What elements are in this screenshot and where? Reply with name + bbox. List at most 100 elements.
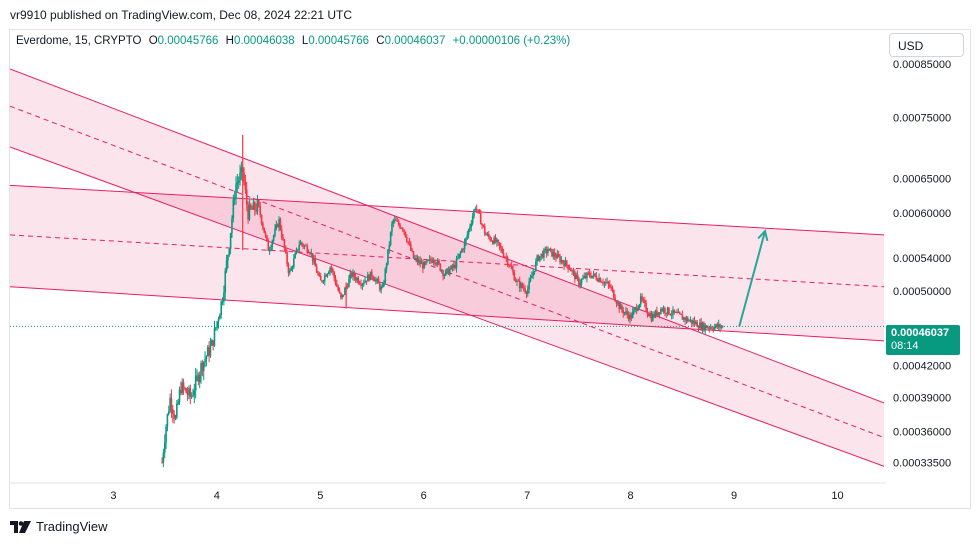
candle-body	[641, 296, 643, 300]
candle-body	[178, 389, 181, 402]
candle-body	[310, 253, 313, 254]
candle-body	[243, 173, 245, 182]
candle-body	[244, 181, 247, 190]
candle-body	[673, 309, 676, 313]
candle-body	[599, 277, 602, 283]
candle-body	[450, 265, 452, 270]
candle-body	[353, 272, 356, 278]
currency-button[interactable]: USD	[889, 33, 964, 57]
candle-body	[459, 252, 462, 254]
candle-body	[165, 426, 167, 443]
candle-body	[204, 359, 206, 362]
candle-body	[408, 242, 411, 244]
candle-body	[627, 314, 630, 320]
candle-body	[414, 258, 416, 259]
candle-body	[305, 245, 307, 247]
candle-body	[381, 285, 384, 288]
x-tick-label: 8	[628, 490, 634, 502]
candle-body	[522, 287, 525, 289]
candle-body	[393, 219, 396, 221]
candle-body	[166, 414, 169, 427]
candle-body	[587, 272, 590, 274]
candle-body	[617, 302, 619, 304]
candle-body	[494, 237, 497, 243]
candle-body	[564, 260, 567, 267]
candle-body	[348, 278, 350, 288]
candle-body	[529, 278, 532, 282]
candle-body	[453, 264, 455, 268]
candle-body	[297, 249, 299, 250]
candle-body	[360, 284, 362, 286]
candle-body	[591, 275, 594, 278]
candle-body	[295, 249, 298, 254]
publisher-line: vr9910 published on TradingView.com, Dec…	[10, 8, 352, 22]
candle-body	[372, 276, 374, 279]
candle-body	[247, 204, 249, 220]
candle-body	[366, 274, 369, 282]
x-tick-label: 9	[731, 490, 737, 502]
candle-body	[545, 249, 548, 254]
footer: TradingView	[10, 519, 108, 534]
ohlc-legend: Everdome, 15, CRYPTO O0.00045766 H0.0004…	[16, 35, 570, 47]
candle-body	[294, 253, 296, 259]
candle-body	[630, 314, 633, 319]
candle-body	[205, 356, 208, 360]
candle-body	[685, 317, 688, 321]
candle-body	[699, 322, 701, 329]
candle-body	[391, 223, 393, 233]
candle-body	[440, 270, 443, 272]
candle-body	[469, 226, 471, 230]
candle-body	[485, 233, 487, 236]
candle-body	[337, 286, 339, 291]
candle-body	[525, 292, 528, 295]
chart-frame[interactable]	[9, 29, 971, 509]
candle-body	[713, 326, 716, 330]
candle-body	[578, 277, 580, 286]
symbol-label[interactable]: Everdome, 15, CRYPTO	[16, 35, 142, 47]
channel-lower-line-descending	[10, 146, 884, 467]
candle-body	[262, 223, 264, 228]
candle-body	[209, 345, 212, 356]
candle-body	[309, 253, 311, 254]
candle-body	[384, 268, 387, 283]
candle-body	[255, 209, 257, 212]
candle-body	[633, 309, 635, 312]
candle-body	[621, 305, 623, 311]
candle-body	[720, 326, 723, 328]
projection-arrow-head	[757, 229, 769, 242]
channel-mid-line-flat	[10, 234, 884, 288]
candle-body	[229, 233, 232, 249]
candle-body	[357, 278, 360, 284]
high-label: H	[225, 35, 234, 47]
candle-body	[666, 307, 669, 314]
candle-body	[579, 283, 582, 286]
candle-body	[574, 271, 576, 280]
candle-body	[259, 205, 262, 215]
candle-body	[709, 327, 712, 329]
candle-body	[556, 254, 559, 259]
candle-body	[424, 261, 427, 263]
candle-body	[517, 280, 520, 282]
candle-body	[668, 307, 670, 315]
candle-body	[549, 248, 552, 250]
candle-body	[600, 282, 603, 283]
candle-body	[662, 308, 665, 311]
candle-body	[553, 252, 556, 257]
candle-body	[325, 275, 327, 277]
channel-fill-flat	[10, 185, 884, 341]
candle-body	[368, 274, 370, 281]
candle-body	[505, 256, 508, 258]
channel-upper-line-flat	[10, 184, 884, 236]
candle-body	[208, 347, 210, 356]
candle-body	[399, 224, 401, 229]
candle-body	[458, 253, 461, 258]
candle-body	[568, 268, 571, 270]
candle-body	[521, 283, 524, 288]
candle-body	[677, 312, 680, 314]
candle-body	[182, 382, 185, 388]
candle-body	[210, 340, 213, 346]
candle-body	[170, 397, 173, 410]
candle-body	[531, 276, 533, 279]
candle-body	[563, 262, 565, 267]
